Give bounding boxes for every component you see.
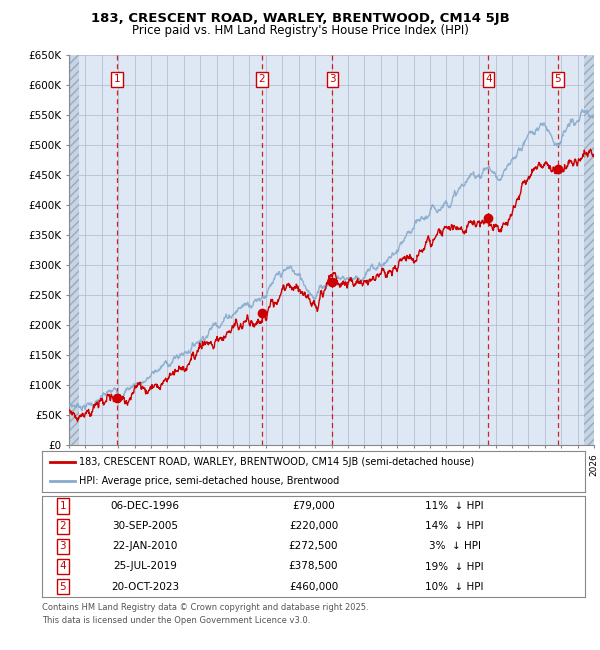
Text: This data is licensed under the Open Government Licence v3.0.: This data is licensed under the Open Gov… xyxy=(42,616,310,625)
Text: 10%  ↓ HPI: 10% ↓ HPI xyxy=(425,582,484,592)
Text: £460,000: £460,000 xyxy=(289,582,338,592)
Text: Price paid vs. HM Land Registry's House Price Index (HPI): Price paid vs. HM Land Registry's House … xyxy=(131,24,469,37)
Text: 22-JAN-2010: 22-JAN-2010 xyxy=(112,541,178,551)
Text: 20-OCT-2023: 20-OCT-2023 xyxy=(111,582,179,592)
Text: 3%  ↓ HPI: 3% ↓ HPI xyxy=(428,541,481,551)
Text: 3: 3 xyxy=(329,74,336,85)
Text: 183, CRESCENT ROAD, WARLEY, BRENTWOOD, CM14 5JB: 183, CRESCENT ROAD, WARLEY, BRENTWOOD, C… xyxy=(91,12,509,25)
Text: 25-JUL-2019: 25-JUL-2019 xyxy=(113,562,177,571)
Text: 2: 2 xyxy=(259,74,265,85)
Text: 30-SEP-2005: 30-SEP-2005 xyxy=(112,521,178,531)
Text: 06-DEC-1996: 06-DEC-1996 xyxy=(110,501,179,511)
Text: 5: 5 xyxy=(554,74,561,85)
Text: 4: 4 xyxy=(485,74,492,85)
Bar xyxy=(584,55,594,445)
Text: £220,000: £220,000 xyxy=(289,521,338,531)
Text: 183, CRESCENT ROAD, WARLEY, BRENTWOOD, CM14 5JB (semi-detached house): 183, CRESCENT ROAD, WARLEY, BRENTWOOD, C… xyxy=(79,457,474,467)
Text: 1: 1 xyxy=(114,74,121,85)
Text: 14%  ↓ HPI: 14% ↓ HPI xyxy=(425,521,484,531)
Text: 19%  ↓ HPI: 19% ↓ HPI xyxy=(425,562,484,571)
Text: 11%  ↓ HPI: 11% ↓ HPI xyxy=(425,501,484,511)
Text: 4: 4 xyxy=(59,562,66,571)
Text: £272,500: £272,500 xyxy=(289,541,338,551)
Text: 1: 1 xyxy=(59,501,66,511)
Text: 2: 2 xyxy=(59,521,66,531)
Text: 5: 5 xyxy=(59,582,66,592)
Text: Contains HM Land Registry data © Crown copyright and database right 2025.: Contains HM Land Registry data © Crown c… xyxy=(42,603,368,612)
Text: HPI: Average price, semi-detached house, Brentwood: HPI: Average price, semi-detached house,… xyxy=(79,476,339,486)
Text: £378,500: £378,500 xyxy=(289,562,338,571)
Text: £79,000: £79,000 xyxy=(292,501,335,511)
Bar xyxy=(69,55,79,445)
Text: 3: 3 xyxy=(59,541,66,551)
